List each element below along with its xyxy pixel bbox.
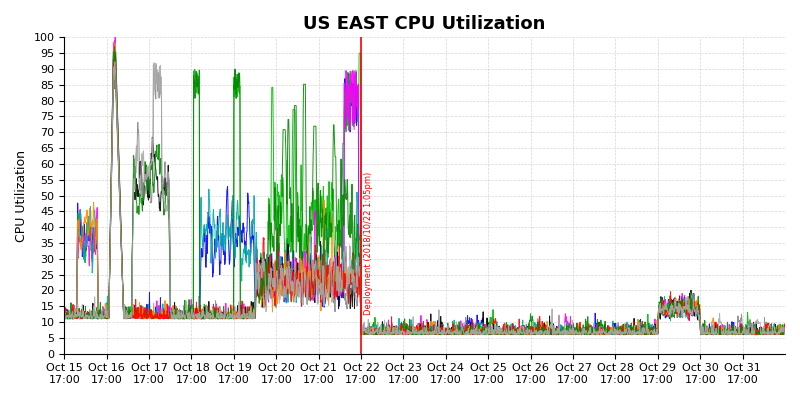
Text: Deployment (2018/10/22 1:05pm): Deployment (2018/10/22 1:05pm) (365, 171, 374, 314)
Title: US EAST CPU Utilization: US EAST CPU Utilization (303, 15, 546, 33)
Y-axis label: CPU Utilization: CPU Utilization (15, 150, 28, 242)
